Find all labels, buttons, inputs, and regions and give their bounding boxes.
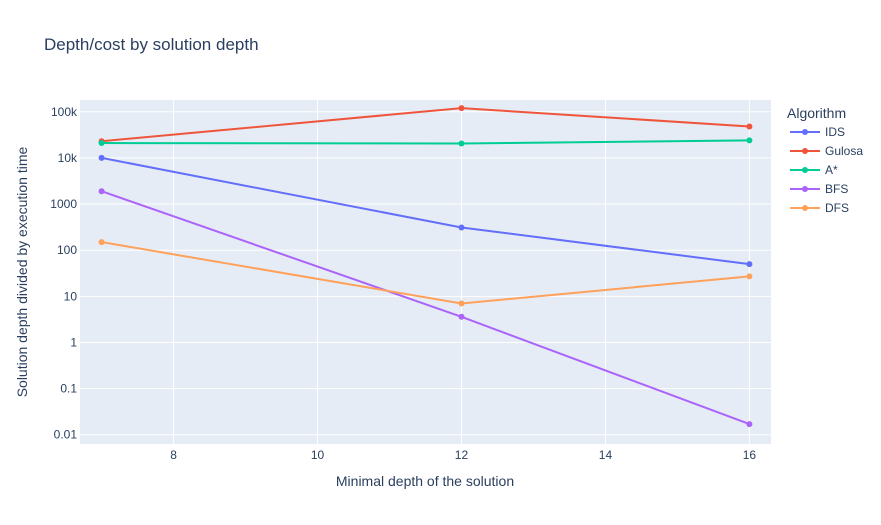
legend-item-label[interactable]: DFS bbox=[825, 201, 849, 215]
legend-swatch-marker[interactable] bbox=[802, 205, 808, 211]
x-axis-ticks: 8 10 12 14 16 bbox=[170, 448, 756, 462]
plot-area bbox=[80, 100, 771, 444]
legend-item-label[interactable]: BFS bbox=[825, 182, 848, 196]
legend-swatch-marker[interactable] bbox=[802, 186, 808, 192]
y-axis-ticks: 0.01 0.1 1 10 100 1000 10k 100k bbox=[50, 105, 78, 442]
y-tick-label: 0.1 bbox=[60, 382, 77, 396]
data-point bbox=[458, 313, 465, 320]
legend-item-label[interactable]: IDS bbox=[825, 125, 845, 139]
x-tick-label: 16 bbox=[743, 448, 757, 462]
y-tick-label: 1 bbox=[70, 335, 77, 349]
data-point bbox=[746, 123, 753, 130]
x-tick-label: 14 bbox=[599, 448, 613, 462]
y-axis-title: Solution depth divided by execution time bbox=[14, 146, 30, 397]
data-point bbox=[746, 261, 753, 268]
x-axis-title: Minimal depth of the solution bbox=[336, 473, 514, 489]
data-point bbox=[458, 140, 465, 147]
x-tick-label: 10 bbox=[311, 448, 325, 462]
y-tick-label: 100 bbox=[57, 243, 77, 257]
legend-swatch-marker[interactable] bbox=[802, 167, 808, 173]
y-tick-label: 10k bbox=[58, 151, 78, 165]
series-lines bbox=[98, 105, 753, 428]
legend-swatch-marker[interactable] bbox=[802, 129, 808, 135]
data-point bbox=[458, 105, 465, 112]
legend-title: Algorithm bbox=[787, 105, 846, 121]
x-tick-label: 8 bbox=[170, 448, 177, 462]
y-tick-label: 10 bbox=[64, 289, 78, 303]
data-point bbox=[746, 137, 753, 144]
legend-swatch-marker[interactable] bbox=[802, 148, 808, 154]
x-tick-label: 12 bbox=[455, 448, 469, 462]
data-point bbox=[458, 224, 465, 231]
data-point bbox=[458, 300, 465, 307]
data-point bbox=[746, 273, 753, 280]
legend-item-label[interactable]: A* bbox=[825, 163, 838, 177]
y-tick-label: 100k bbox=[51, 105, 78, 119]
y-tick-label: 1000 bbox=[50, 197, 77, 211]
data-point bbox=[98, 140, 105, 147]
data-point bbox=[746, 421, 753, 428]
legend-item-label[interactable]: Gulosa bbox=[825, 144, 863, 158]
chart-title: Depth/cost by solution depth bbox=[44, 35, 259, 54]
y-tick-label: 0.01 bbox=[54, 428, 78, 442]
data-point bbox=[98, 239, 105, 246]
data-point bbox=[98, 154, 105, 161]
legend: Algorithm IDS Gulosa A* BFS DFS bbox=[787, 105, 863, 215]
data-point bbox=[98, 188, 105, 195]
